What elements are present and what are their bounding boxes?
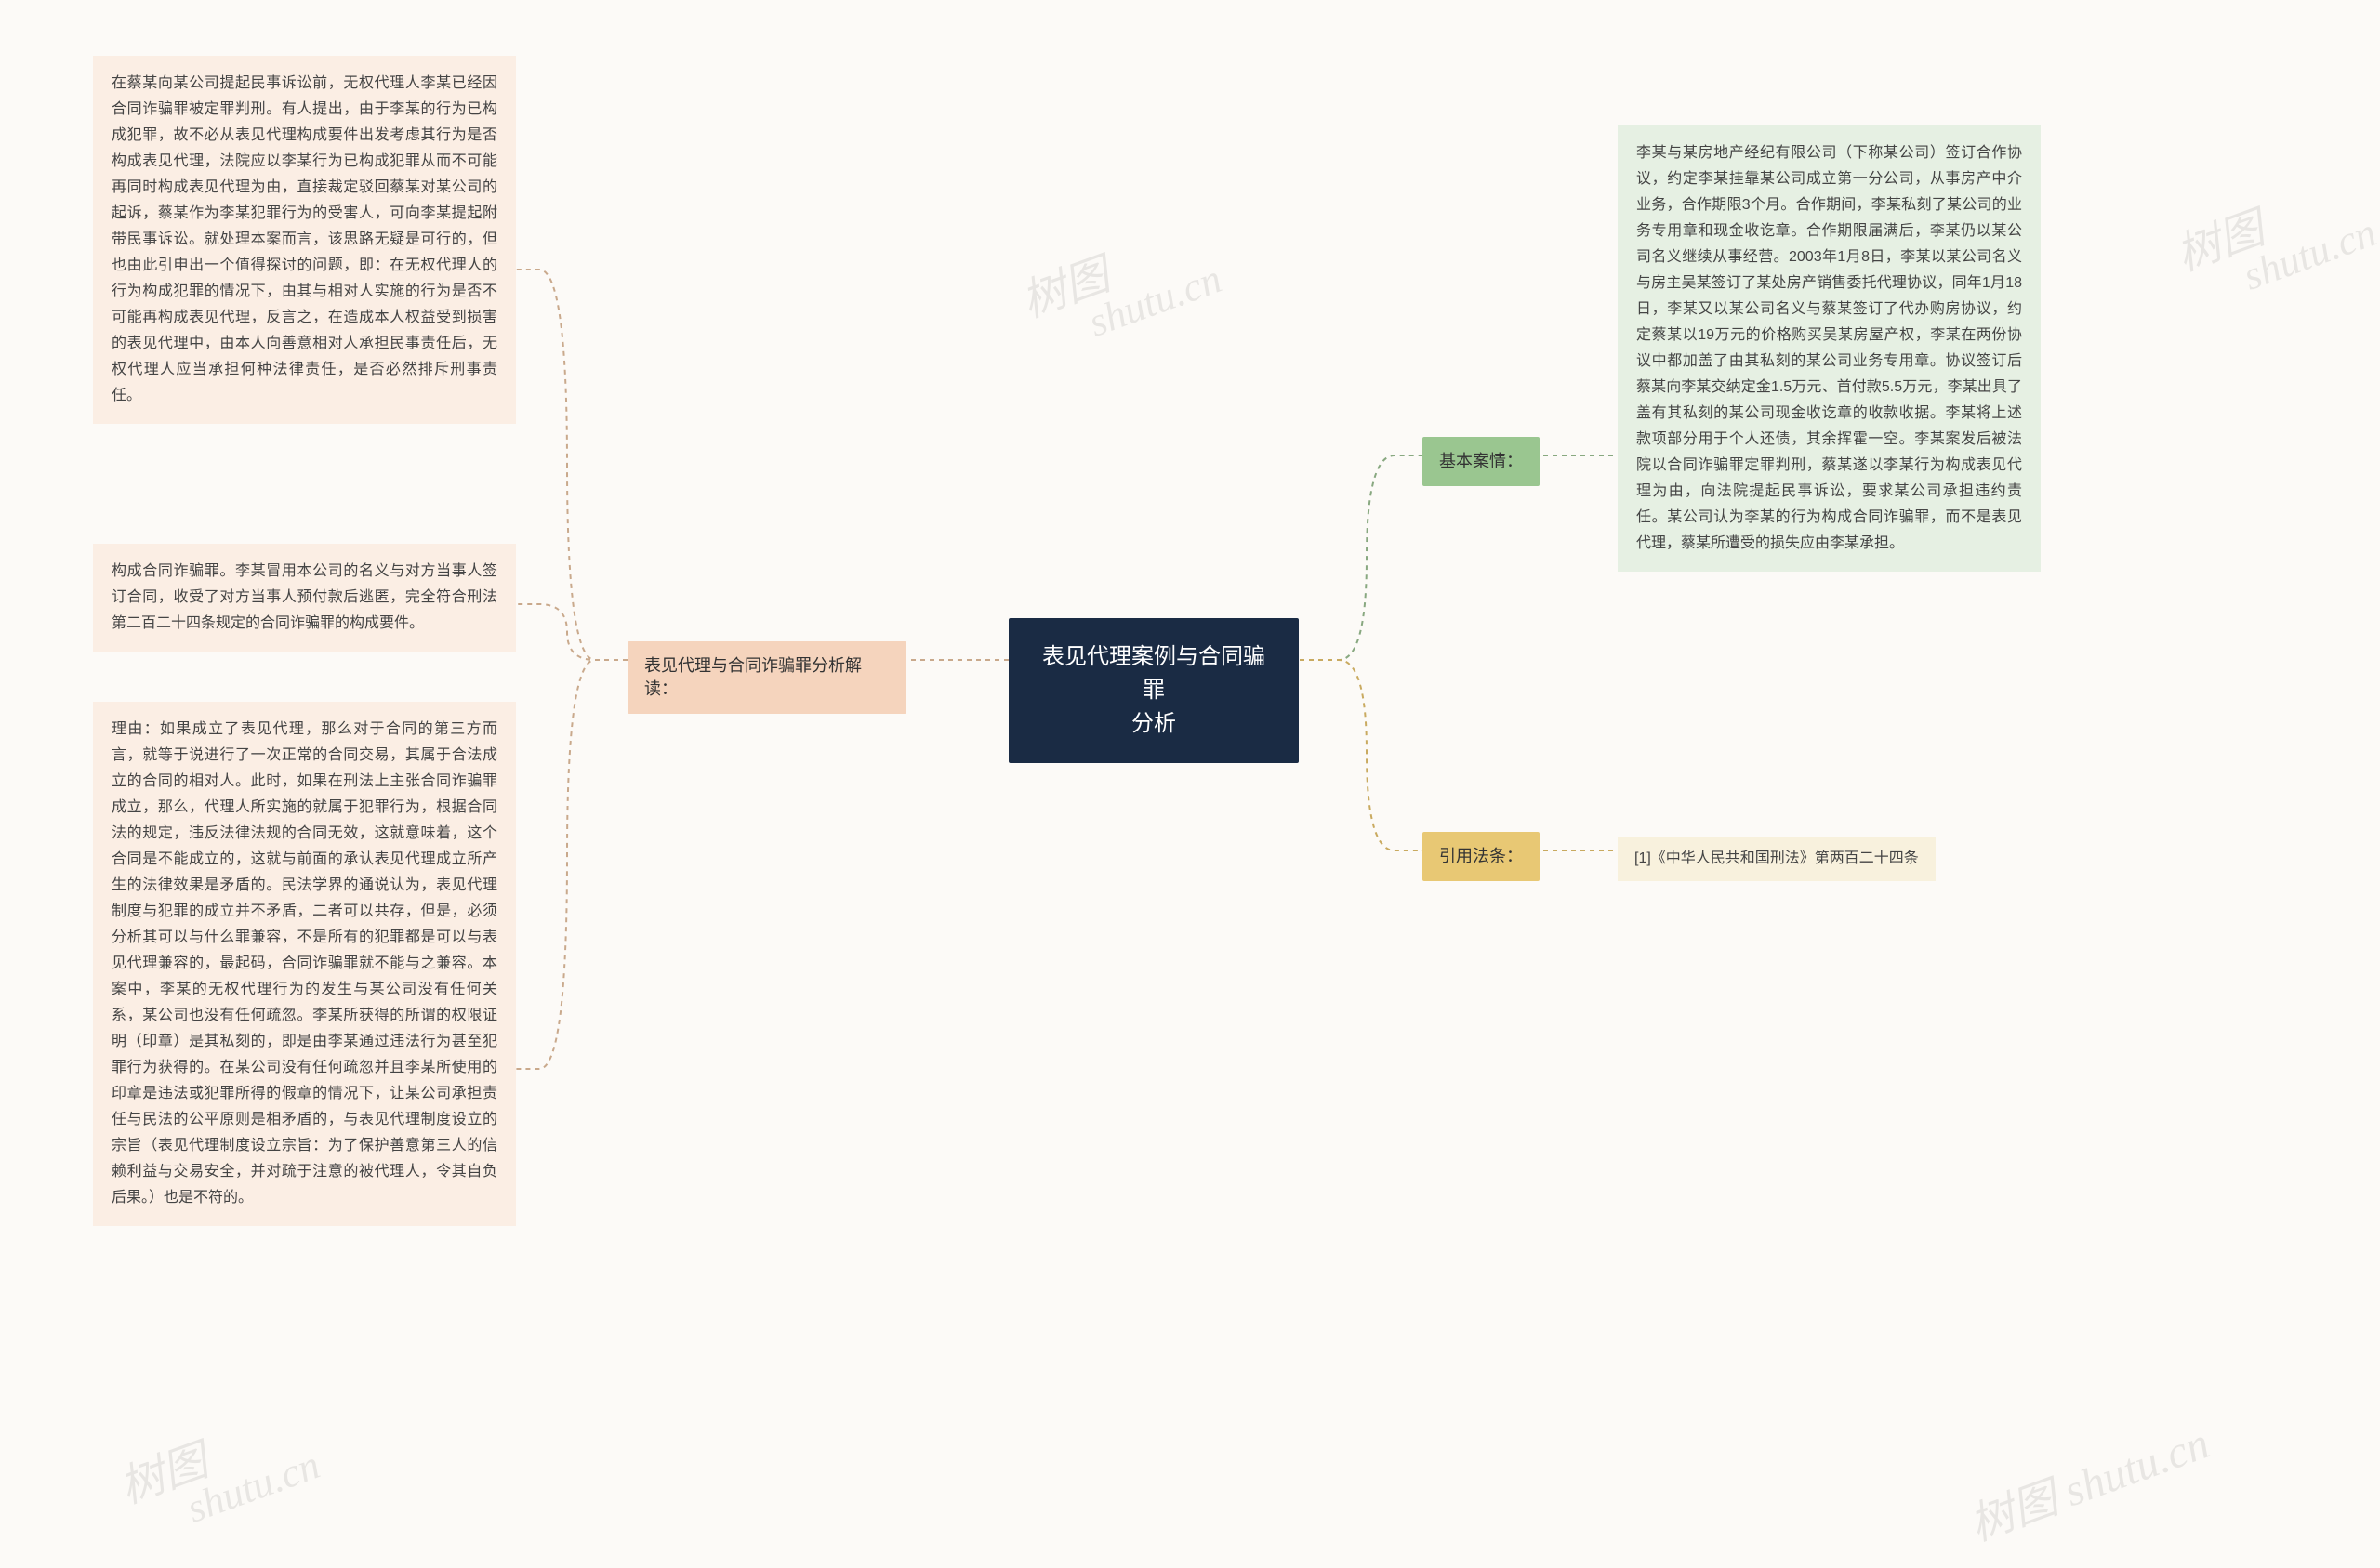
right-leaf-1-text: 李某与某房地产经纪有限公司（下称某公司）签订合作协议，约定李某挂靠某公司成立第一… [1636, 145, 2022, 551]
left-leaf-2-text: 构成合同诈骗罪。李某冒用本公司的名义与对方当事人签订合同，收受了对方当事人预付款… [112, 563, 497, 631]
root-node[interactable]: 表见代理案例与合同骗罪 分析 [1009, 618, 1299, 763]
root-title-line2: 分析 [1038, 707, 1269, 741]
left-leaf-1-text: 在蔡某向某公司提起民事诉讼前，无权代理人李某已经因合同诈骗罪被定罪判刑。有人提出… [112, 75, 497, 403]
left-branch-node[interactable]: 表见代理与合同诈骗罪分析解读： [628, 641, 906, 714]
mindmap-canvas: 表见代理案例与合同骗罪 分析 表见代理与合同诈骗罪分析解读： 在蔡某向某公司提起… [0, 0, 2380, 1568]
root-title-line1: 表见代理案例与合同骗罪 [1038, 640, 1269, 707]
left-leaf-1[interactable]: 在蔡某向某公司提起民事诉讼前，无权代理人李某已经因合同诈骗罪被定罪判刑。有人提出… [93, 56, 516, 424]
right-leaf-1[interactable]: 李某与某房地产经纪有限公司（下称某公司）签订合作协议，约定李某挂靠某公司成立第一… [1618, 125, 2041, 572]
left-leaf-3-text: 理由：如果成立了表见代理，那么对于合同的第三方而言，就等于说进行了一次正常的合同… [112, 721, 497, 1206]
left-leaf-2[interactable]: 构成合同诈骗罪。李某冒用本公司的名义与对方当事人签订合同，收受了对方当事人预付款… [93, 544, 516, 652]
right-branch-2-node[interactable]: 引用法条： [1422, 832, 1540, 881]
left-branch-label: 表见代理与合同诈骗罪分析解读： [644, 656, 862, 698]
right-branch-1-label: 基本案情： [1439, 452, 1523, 470]
right-branch-2-label: 引用法条： [1439, 847, 1523, 865]
left-leaf-3[interactable]: 理由：如果成立了表见代理，那么对于合同的第三方而言，就等于说进行了一次正常的合同… [93, 702, 516, 1226]
right-leaf-2[interactable]: [1]《中华人民共和国刑法》第两百二十四条 [1618, 837, 1936, 881]
right-branch-1-node[interactable]: 基本案情： [1422, 437, 1540, 486]
right-leaf-2-text: [1]《中华人民共和国刑法》第两百二十四条 [1634, 850, 1919, 866]
